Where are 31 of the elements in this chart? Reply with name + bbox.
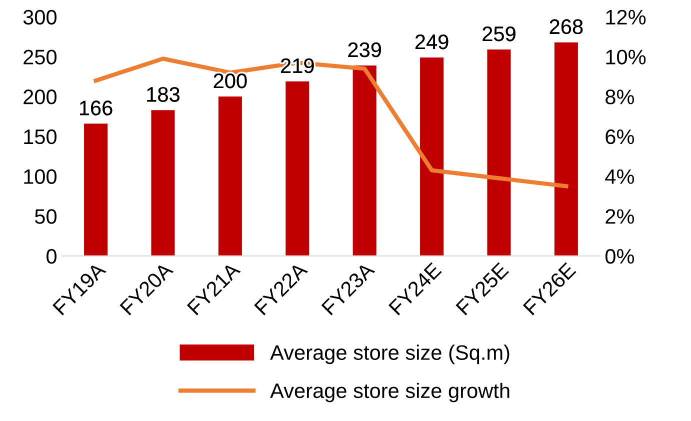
data-label: 249 — [415, 34, 448, 50]
y-tick-label: 50 — [34, 209, 57, 224]
bar — [286, 81, 310, 256]
bar — [218, 96, 242, 256]
data-label: 239 — [348, 42, 381, 58]
data-label: 259 — [482, 26, 516, 42]
y-tick-label: 200 — [24, 90, 57, 104]
y-tick-label: 100 — [24, 169, 57, 184]
y2-tick-label: 8% — [606, 90, 634, 104]
y-tick-label: 250 — [24, 50, 57, 64]
bar — [84, 124, 108, 256]
data-label: 200 — [214, 74, 247, 88]
y-tick-label: 300 — [23, 10, 57, 25]
y2-tick-label: 6% — [606, 129, 634, 144]
data-label: 183 — [147, 87, 180, 102]
y2-tick-label: 10% — [606, 50, 646, 64]
bar — [151, 110, 175, 256]
bar — [420, 57, 444, 256]
y-tick-label: 150 — [24, 129, 57, 144]
legend-label: Average store size growth — [270, 382, 510, 402]
y2-tick-label: 2% — [606, 209, 634, 224]
data-label: 268 — [550, 19, 583, 34]
y2-tick-label: 0% — [605, 248, 634, 264]
bar — [487, 50, 511, 256]
bar — [554, 42, 578, 256]
y2-tick-label: 12% — [606, 10, 646, 25]
y-tick-label: 0 — [46, 248, 57, 264]
bar — [352, 65, 376, 256]
y2-tick-label: 4% — [605, 169, 634, 184]
data-label: 166 — [80, 100, 112, 116]
legend-label: Average store size (Sq.m) — [270, 344, 510, 364]
